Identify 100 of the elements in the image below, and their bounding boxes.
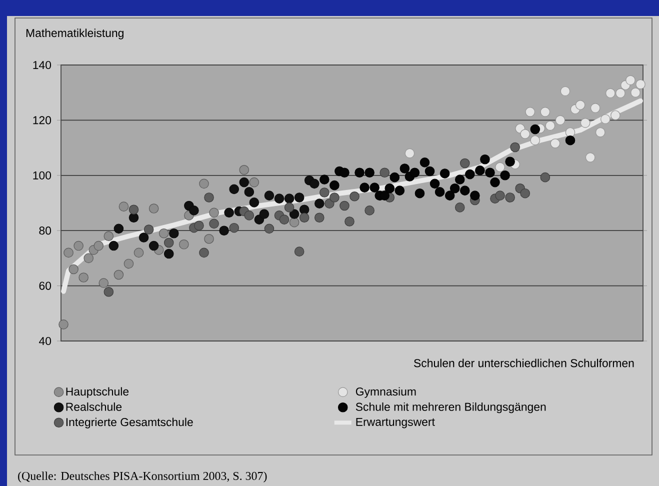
point [545,120,556,131]
point [244,187,254,197]
point [299,204,310,215]
point [259,209,270,219]
point [616,88,626,98]
point [148,204,159,214]
point [330,192,340,202]
point [525,107,536,117]
point [264,190,274,200]
point [344,216,354,226]
point [414,188,425,198]
y-tick-label: 60 [39,282,52,290]
point [410,168,420,178]
point [505,192,515,202]
point [294,246,304,256]
point [209,208,219,218]
point [610,110,620,120]
point [500,170,510,180]
point [565,135,576,146]
legend-label: Gymnasium [356,387,416,398]
point [168,228,179,238]
point [314,198,324,208]
point [540,172,550,182]
point [284,202,294,212]
point [274,194,284,204]
point [340,168,350,178]
point [309,178,320,189]
point [158,228,169,238]
point [490,177,500,188]
point [249,198,260,208]
point [540,107,550,117]
point [626,75,636,86]
point [460,186,470,196]
point [104,231,114,242]
y-axis-title: Mathematikleistung [26,28,124,40]
point [104,286,114,297]
point [605,88,616,98]
point [124,258,134,269]
point [229,222,239,233]
point [485,168,495,178]
point [580,118,590,128]
point [370,182,380,192]
point [465,169,475,180]
point [94,240,104,251]
point [118,202,129,212]
point [394,186,405,196]
point [164,248,174,259]
legend-title: Schulen der unterschiedlichen Schulformen [414,358,634,368]
point [108,240,119,251]
text: (Quelle: Deutsches PISA-Konsortium 2003, S. 307) [18,472,267,482]
point [189,206,199,216]
point [134,248,144,258]
point [430,178,440,189]
point [340,200,350,211]
point [204,192,214,202]
point [420,158,430,168]
point [279,214,290,224]
legend-label: Realschule [66,402,122,411]
point [444,190,455,200]
point [330,180,340,190]
point [505,156,515,166]
point [390,172,400,182]
point [424,166,435,176]
legend-label: Hauptschule [66,387,129,398]
point [204,234,214,244]
point [114,224,124,234]
point [64,248,74,258]
point [289,217,300,228]
point [460,158,470,168]
point [148,240,159,251]
legend-label: Integrierte Gesamtschule [66,418,193,428]
point [164,238,174,248]
point [495,190,505,200]
point [84,253,94,264]
point [530,124,540,134]
point [470,190,480,200]
point [384,183,395,194]
point [560,86,570,96]
point [264,224,274,234]
point [239,177,250,188]
point [364,206,374,216]
point [299,212,310,223]
point [495,162,505,172]
point [199,178,209,189]
point [480,154,490,164]
point [209,218,219,229]
point [520,129,530,139]
point [78,272,88,282]
point [595,127,606,138]
point [224,208,234,218]
point [239,164,250,175]
y-tick-label: 40 [39,336,52,346]
point [320,188,330,198]
point [294,192,304,202]
point [68,264,78,274]
point [590,103,600,113]
point [179,239,189,250]
point [128,212,139,223]
point [284,194,294,204]
point [565,127,576,138]
